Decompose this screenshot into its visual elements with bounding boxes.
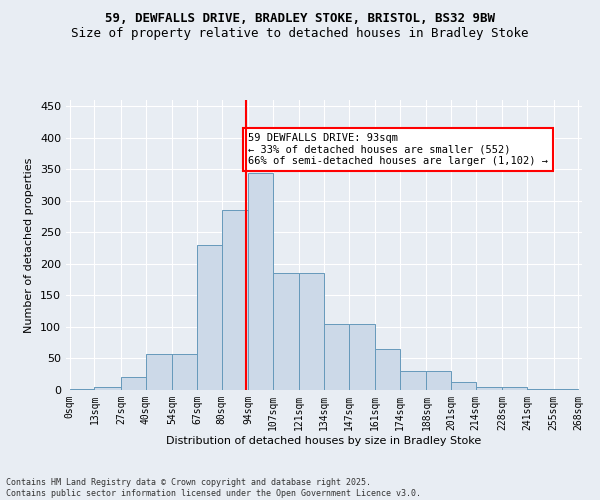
Bar: [349, 324, 375, 390]
Y-axis label: Number of detached properties: Number of detached properties: [25, 158, 34, 332]
Bar: [197, 245, 221, 390]
Bar: [248, 172, 273, 390]
Text: Size of property relative to detached houses in Bradley Stoke: Size of property relative to detached ho…: [71, 28, 529, 40]
Bar: [400, 371, 427, 390]
Bar: [221, 210, 248, 390]
Bar: [427, 371, 451, 390]
Text: 59, DEWFALLS DRIVE, BRADLEY STOKE, BRISTOL, BS32 9BW: 59, DEWFALLS DRIVE, BRADLEY STOKE, BRIST…: [105, 12, 495, 26]
Text: Contains HM Land Registry data © Crown copyright and database right 2025.
Contai: Contains HM Land Registry data © Crown c…: [6, 478, 421, 498]
Bar: [324, 324, 349, 390]
Bar: [299, 274, 324, 390]
Text: 59 DEWFALLS DRIVE: 93sqm
← 33% of detached houses are smaller (552)
66% of semi-: 59 DEWFALLS DRIVE: 93sqm ← 33% of detach…: [248, 133, 548, 166]
X-axis label: Distribution of detached houses by size in Bradley Stoke: Distribution of detached houses by size …: [166, 436, 482, 446]
Bar: [273, 274, 299, 390]
Bar: [476, 387, 502, 390]
Bar: [121, 378, 146, 390]
Bar: [172, 354, 197, 390]
Bar: [94, 387, 121, 390]
Bar: [375, 349, 400, 390]
Bar: [451, 382, 476, 390]
Bar: [527, 388, 554, 390]
Bar: [502, 387, 527, 390]
Bar: [146, 354, 172, 390]
